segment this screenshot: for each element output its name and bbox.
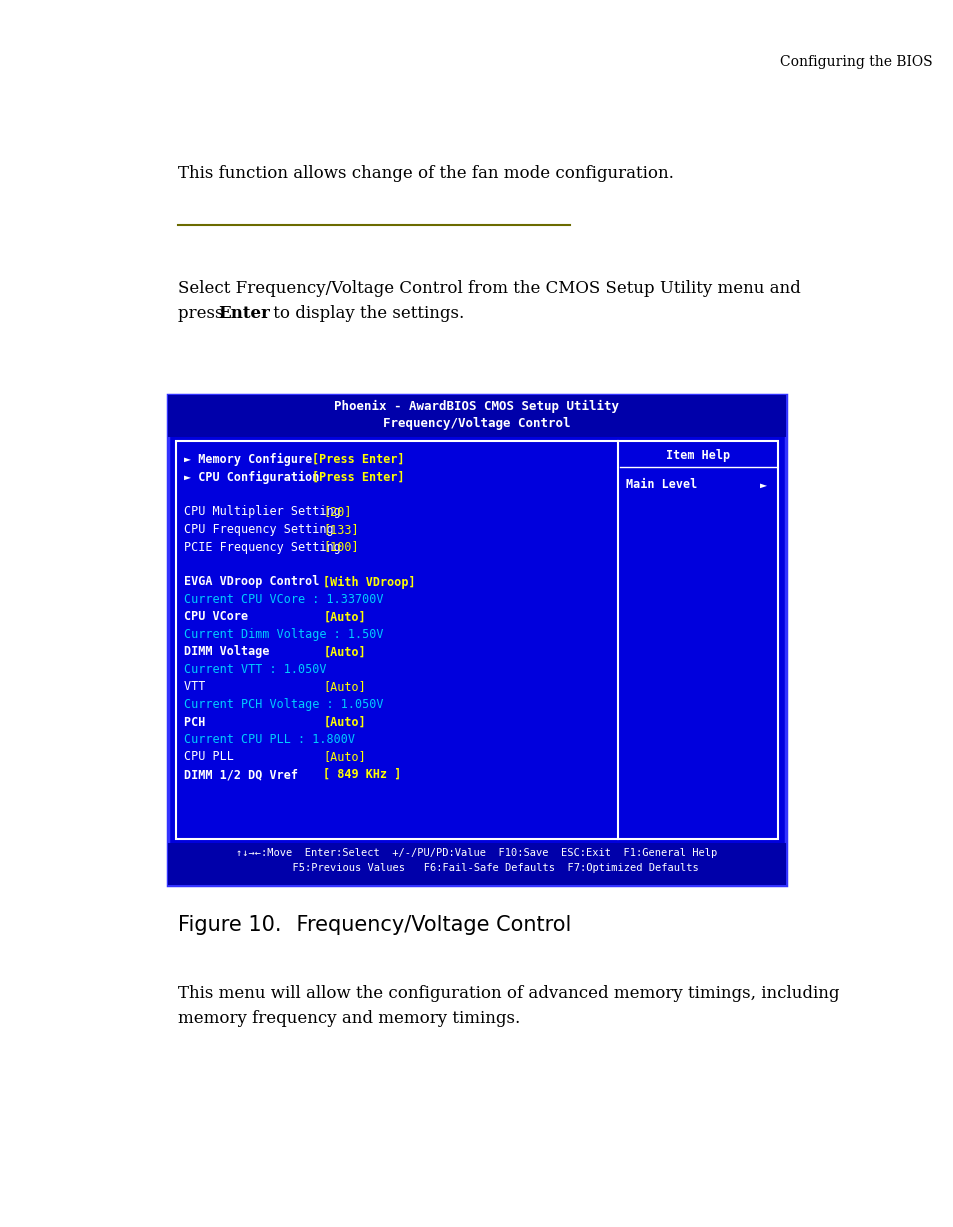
Text: [ 849 KHz ]: [ 849 KHz ] xyxy=(323,768,401,782)
Text: Current VTT : 1.050V: Current VTT : 1.050V xyxy=(184,663,326,676)
Text: VTT: VTT xyxy=(184,681,355,693)
Text: Select Frequency/Voltage Control from the CMOS Setup Utility menu and: Select Frequency/Voltage Control from th… xyxy=(178,280,800,297)
Text: ►: ► xyxy=(760,479,766,492)
Text: This function allows change of the fan mode configuration.: This function allows change of the fan m… xyxy=(178,164,673,182)
Text: Figure 10.: Figure 10. xyxy=(178,915,281,935)
Text: [Auto]: [Auto] xyxy=(323,681,366,693)
Bar xyxy=(175,440,778,839)
Text: Current PCH Voltage : 1.050V: Current PCH Voltage : 1.050V xyxy=(184,698,383,710)
Text: Enter: Enter xyxy=(218,306,270,321)
Bar xyxy=(168,395,785,885)
Text: [Auto]: [Auto] xyxy=(323,645,366,659)
Text: CPU Frequency Setting: CPU Frequency Setting xyxy=(184,523,355,536)
Text: [133]: [133] xyxy=(323,523,358,536)
Text: [Press Enter]: [Press Enter] xyxy=(312,453,404,466)
Text: ► Memory Configure: ► Memory Configure xyxy=(184,453,340,466)
Text: CPU PLL: CPU PLL xyxy=(184,751,355,763)
Text: PCIE Frequency Setting: PCIE Frequency Setting xyxy=(184,541,355,553)
Text: [100]: [100] xyxy=(323,541,358,553)
Text: DIMM Voltage: DIMM Voltage xyxy=(184,645,355,659)
Text: Current Dimm Voltage : 1.50V: Current Dimm Voltage : 1.50V xyxy=(184,628,383,640)
Text: Frequency/Voltage Control: Frequency/Voltage Control xyxy=(270,915,571,935)
Text: Configuring the BIOS: Configuring the BIOS xyxy=(780,55,932,69)
Text: Item Help: Item Help xyxy=(665,449,729,463)
Text: [Press Enter]: [Press Enter] xyxy=(312,470,404,483)
Text: Frequency/Voltage Control: Frequency/Voltage Control xyxy=(383,417,570,429)
Text: ► CPU Configuration: ► CPU Configuration xyxy=(184,470,340,483)
Text: [20]: [20] xyxy=(323,506,352,519)
Text: Phoenix - AwardBIOS CMOS Setup Utility: Phoenix - AwardBIOS CMOS Setup Utility xyxy=(335,400,618,413)
Text: to display the settings.: to display the settings. xyxy=(268,306,464,321)
Text: press: press xyxy=(178,306,229,321)
Text: ↑↓→←:Move  Enter:Select  +/-/PU/PD:Value  F10:Save  ESC:Exit  F1:General Help: ↑↓→←:Move Enter:Select +/-/PU/PD:Value F… xyxy=(236,848,717,858)
Text: [Auto]: [Auto] xyxy=(323,715,366,729)
Text: CPU VCore: CPU VCore xyxy=(184,611,355,623)
Text: memory frequency and memory timings.: memory frequency and memory timings. xyxy=(178,1010,519,1027)
Text: EVGA VDroop Control: EVGA VDroop Control xyxy=(184,575,355,589)
Text: PCH: PCH xyxy=(184,715,355,729)
Text: This menu will allow the configuration of advanced memory timings, including: This menu will allow the configuration o… xyxy=(178,985,839,1002)
Text: [Auto]: [Auto] xyxy=(323,611,366,623)
Bar xyxy=(168,843,785,885)
Text: Main Level: Main Level xyxy=(625,479,697,492)
Text: F5:Previous Values   F6:Fail-Safe Defaults  F7:Optimized Defaults: F5:Previous Values F6:Fail-Safe Defaults… xyxy=(254,863,699,872)
Text: CPU Multiplier Setting: CPU Multiplier Setting xyxy=(184,506,355,519)
Text: Current CPU PLL : 1.800V: Current CPU PLL : 1.800V xyxy=(184,733,355,746)
Text: Current CPU VCore : 1.33700V: Current CPU VCore : 1.33700V xyxy=(184,593,383,606)
Text: DIMM 1/2 DQ Vref: DIMM 1/2 DQ Vref xyxy=(184,768,355,782)
Text: [Auto]: [Auto] xyxy=(323,751,366,763)
Text: [With VDroop]: [With VDroop] xyxy=(323,575,416,589)
Bar xyxy=(168,395,785,437)
